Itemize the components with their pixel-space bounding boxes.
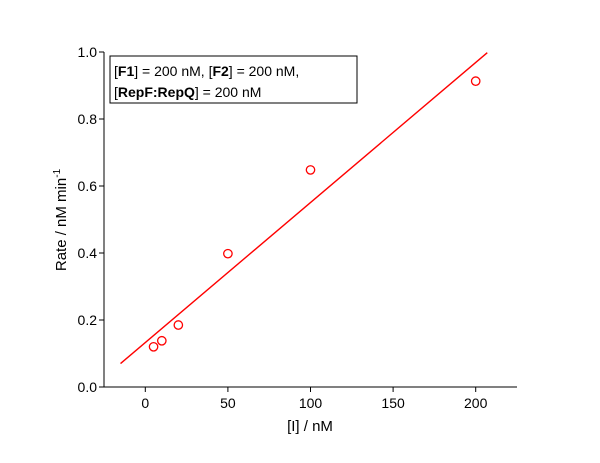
y-axis-title: Rate / nM min-1: [52, 168, 70, 271]
y-axis-title-main: Rate / nM min: [53, 178, 70, 271]
data-point: [173, 320, 184, 330]
x-tick-label: 100: [299, 395, 323, 411]
fit-line: [120, 52, 488, 365]
annotation-bracket: [: [114, 63, 118, 79]
data-point: [305, 165, 316, 175]
data-point: [148, 341, 159, 352]
y-tick-label: 0.6: [78, 178, 98, 194]
fit-line-group: [120, 52, 488, 365]
y-tick-label: 0.8: [78, 111, 98, 127]
data-points: [148, 76, 481, 352]
annotation-bracket: [: [114, 84, 118, 100]
y-tick-label: 1.0: [78, 44, 98, 60]
data-point: [470, 76, 481, 86]
y-tick-label: 0.2: [78, 312, 98, 328]
y-tick-label: 0.4: [78, 245, 98, 261]
data-point: [156, 335, 167, 346]
y-axis-title-superscript: -1: [52, 168, 63, 177]
axis-tick-labels: 0 50 100 150 200 0.0 0.2 0.4 0.6 0.8 1.0: [78, 44, 488, 411]
axis-ticks: [99, 51, 477, 392]
x-tick-label: 150: [381, 395, 405, 411]
annotation-f2: F2: [212, 63, 229, 79]
annotation-f2-value: ] = 200 nM,: [229, 63, 299, 79]
annotation-box: [109, 55, 358, 104]
annotation-f1: F1: [118, 63, 135, 79]
x-tick-label: 0: [141, 395, 149, 411]
annotation-line-1: [F1] = 200 nM, [F2] = 200 nM,: [114, 63, 299, 79]
x-tick-label: 200: [464, 395, 488, 411]
x-tick-label: 50: [220, 395, 236, 411]
annotation-repf-repq: RepF:RepQ: [118, 84, 195, 100]
annotation-line-2: [RepF:RepQ] = 200 nM: [114, 84, 261, 100]
annotation-repf-repq-value: ] = 200 nM: [195, 84, 262, 100]
y-tick-label: 0.0: [78, 379, 98, 395]
data-point: [223, 248, 233, 259]
x-axis-title: [I] / nM: [287, 418, 333, 435]
annotation-bracket: [: [209, 63, 213, 79]
annotation-f1-value: ] = 200 nM,: [134, 63, 208, 79]
